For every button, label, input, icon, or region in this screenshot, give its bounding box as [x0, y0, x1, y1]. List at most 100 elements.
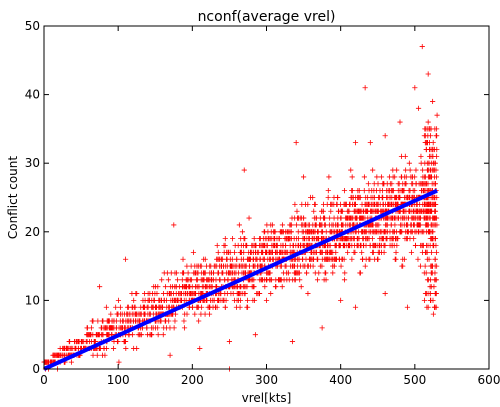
x-axis-ticks: 0 100 200 300 400 500 600 — [40, 26, 500, 387]
scatter-point — [311, 208, 317, 214]
scatter-point — [196, 318, 202, 324]
scatter-point — [171, 222, 177, 228]
scatter-point — [422, 263, 428, 269]
scatter-point — [432, 160, 438, 166]
scatter-point — [206, 311, 213, 317]
scatter-point — [244, 297, 251, 303]
scatter-point — [129, 332, 136, 338]
scatter-point — [328, 208, 334, 214]
scatter-point — [356, 188, 362, 194]
scatter-point — [397, 119, 403, 125]
scatter-point — [89, 318, 95, 324]
scatter-point — [432, 181, 439, 187]
scatter-point — [202, 256, 208, 262]
scatter-point — [92, 338, 99, 345]
scatter-point — [428, 249, 435, 255]
scatter-point — [239, 229, 246, 235]
scatter-point — [305, 201, 311, 207]
scatter-point — [319, 263, 325, 269]
scatter-point — [374, 174, 380, 180]
scatter-point — [207, 263, 213, 269]
x-tick-label: 200 — [181, 373, 204, 387]
y-tick-label: 50 — [25, 19, 40, 33]
scatter-point — [180, 256, 186, 262]
scatter-point — [202, 270, 208, 276]
scatter-point — [382, 133, 388, 139]
scatter-point — [433, 277, 439, 283]
scatter-point — [192, 311, 198, 317]
scatter-point — [415, 105, 422, 111]
scatter-point — [349, 174, 355, 180]
scatter-point — [423, 249, 429, 255]
scatter-point — [362, 85, 368, 91]
scatter-point — [403, 181, 409, 187]
scatter-point — [181, 325, 188, 331]
scatter-point — [401, 188, 407, 194]
scatter-point — [383, 222, 389, 228]
y-axis-label: Conflict count — [6, 156, 20, 239]
scatter-point — [237, 297, 244, 303]
x-tick-label: 400 — [329, 373, 352, 387]
scatter-point — [217, 290, 223, 297]
scatter-point — [323, 270, 329, 276]
scatter-point — [110, 345, 117, 352]
scatter-point — [283, 242, 289, 249]
scatter-point — [427, 201, 433, 207]
scatter-point — [341, 277, 348, 283]
scatter-point — [103, 304, 109, 310]
scatter-point — [226, 338, 233, 345]
scatter-point — [341, 256, 347, 262]
scatter-point — [301, 215, 307, 221]
scatter-point — [292, 201, 298, 207]
scatter-point — [115, 297, 122, 303]
scatter-point — [390, 188, 397, 194]
scatter-point — [411, 236, 417, 242]
scatter-point — [296, 270, 303, 276]
scatter-point — [297, 277, 303, 283]
scatter-point — [241, 249, 247, 255]
scatter-point — [162, 284, 169, 290]
scatter-point — [341, 188, 348, 194]
scatter-point — [165, 277, 171, 283]
scatter-point — [422, 133, 428, 139]
scatter-point — [319, 325, 325, 331]
scatter-point — [325, 188, 331, 194]
scatter-point — [412, 242, 419, 249]
scatter-point — [108, 311, 114, 317]
chart-title: nconf(average vrel) — [198, 9, 336, 25]
scatter-point — [314, 277, 321, 283]
scatter-point — [172, 318, 178, 324]
scatter-point — [430, 311, 436, 317]
scatter-point — [430, 229, 436, 235]
scatter-point — [421, 270, 427, 276]
scatter-point — [166, 318, 172, 324]
scatter-point — [246, 215, 252, 221]
scatter-point — [428, 263, 434, 269]
scatter-point — [333, 249, 339, 255]
scatter-point — [167, 352, 173, 358]
scatter-point — [181, 318, 187, 324]
scatter-point — [403, 167, 409, 173]
y-tick-label: 10 — [25, 293, 40, 307]
scatter-point — [430, 98, 436, 105]
scatter-point — [352, 304, 359, 310]
scatter-point — [159, 277, 165, 283]
scatter-point — [326, 174, 332, 180]
scatter-point — [160, 332, 166, 338]
scatter-point — [394, 236, 401, 242]
scatter-point — [426, 256, 432, 262]
scatter-point — [349, 256, 355, 262]
scatter-point — [327, 215, 333, 221]
y-tick-label: 30 — [25, 156, 40, 170]
scatter-point — [346, 208, 352, 214]
x-tick-label: 100 — [107, 373, 130, 387]
scatter-point — [102, 352, 108, 358]
scatter-point — [304, 270, 310, 276]
scatter-point — [262, 284, 268, 290]
scatter-point — [334, 194, 341, 201]
scatter-point — [407, 167, 413, 173]
scatter-point — [264, 242, 270, 249]
scatter-point — [342, 270, 348, 276]
scatter-point — [184, 311, 190, 317]
scatter-point — [424, 160, 430, 166]
